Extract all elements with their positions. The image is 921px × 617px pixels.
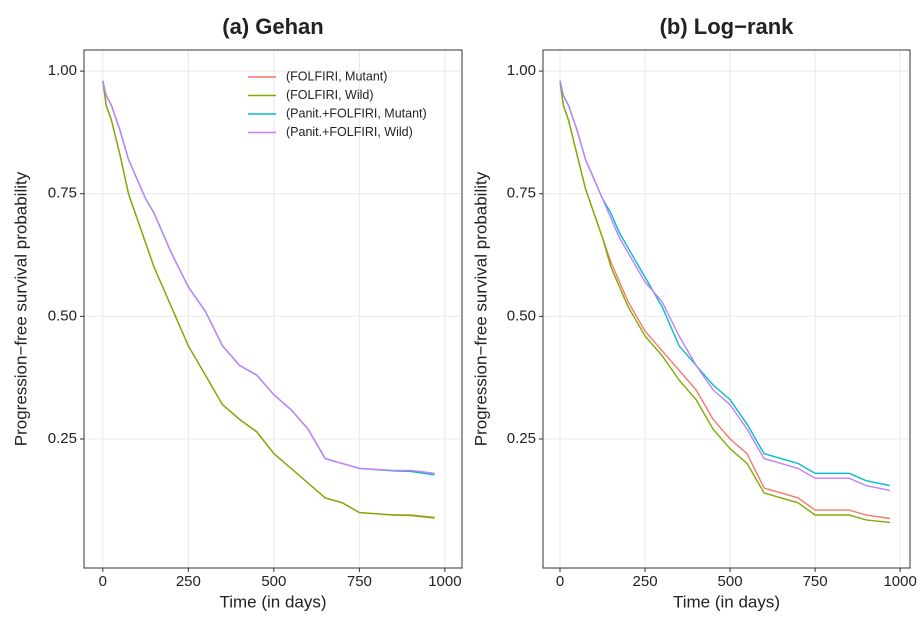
series-line bbox=[559, 80, 890, 524]
x-tick-label: 500 bbox=[261, 573, 286, 590]
y-tick-label: 0.50 bbox=[507, 307, 536, 324]
series-line bbox=[102, 80, 435, 474]
y-tick-label: 1.00 bbox=[507, 62, 536, 79]
series-line bbox=[102, 80, 435, 519]
x-tick-label: 0 bbox=[99, 573, 107, 590]
legend-label: (Panit.+FOLFIRI, Mutant) bbox=[286, 106, 427, 120]
legend-label: (Panit.+FOLFIRI, Wild) bbox=[286, 125, 413, 139]
x-axis-label: Time (in days) bbox=[673, 592, 780, 611]
series-line bbox=[102, 80, 435, 519]
y-tick-label: 0.50 bbox=[48, 307, 77, 324]
series-line bbox=[102, 80, 435, 476]
chart-title: (b) Log−rank bbox=[660, 14, 795, 39]
x-tick-label: 0 bbox=[556, 573, 564, 590]
x-axis-label: Time (in days) bbox=[219, 592, 326, 611]
y-tick-label: 0.75 bbox=[48, 185, 77, 202]
series-line bbox=[559, 80, 891, 492]
x-tick-label: 1000 bbox=[428, 573, 461, 590]
x-tick-label: 500 bbox=[718, 573, 743, 590]
x-tick-label: 750 bbox=[803, 573, 828, 590]
x-tick-label: 750 bbox=[347, 573, 372, 590]
y-tick-label: 0.25 bbox=[507, 430, 536, 447]
x-tick-label: 250 bbox=[633, 573, 658, 590]
y-tick-label: 0.25 bbox=[48, 430, 77, 447]
y-tick-label: 1.00 bbox=[48, 62, 77, 79]
x-tick-label: 250 bbox=[176, 573, 201, 590]
y-tick-label: 0.75 bbox=[507, 185, 536, 202]
legend-label: (FOLFIRI, Mutant) bbox=[286, 69, 387, 83]
series-line bbox=[559, 80, 891, 487]
x-tick-label: 1000 bbox=[883, 573, 916, 590]
series-line bbox=[559, 80, 891, 520]
panel-border bbox=[83, 49, 463, 569]
legend-label: (FOLFIRI, Wild) bbox=[286, 88, 374, 102]
y-axis-label: Progression−free survival probability bbox=[11, 171, 30, 446]
y-axis-label: Progression−free survival probability bbox=[471, 171, 490, 446]
panel-border bbox=[542, 49, 911, 569]
chart-title: (a) Gehan bbox=[222, 14, 323, 39]
